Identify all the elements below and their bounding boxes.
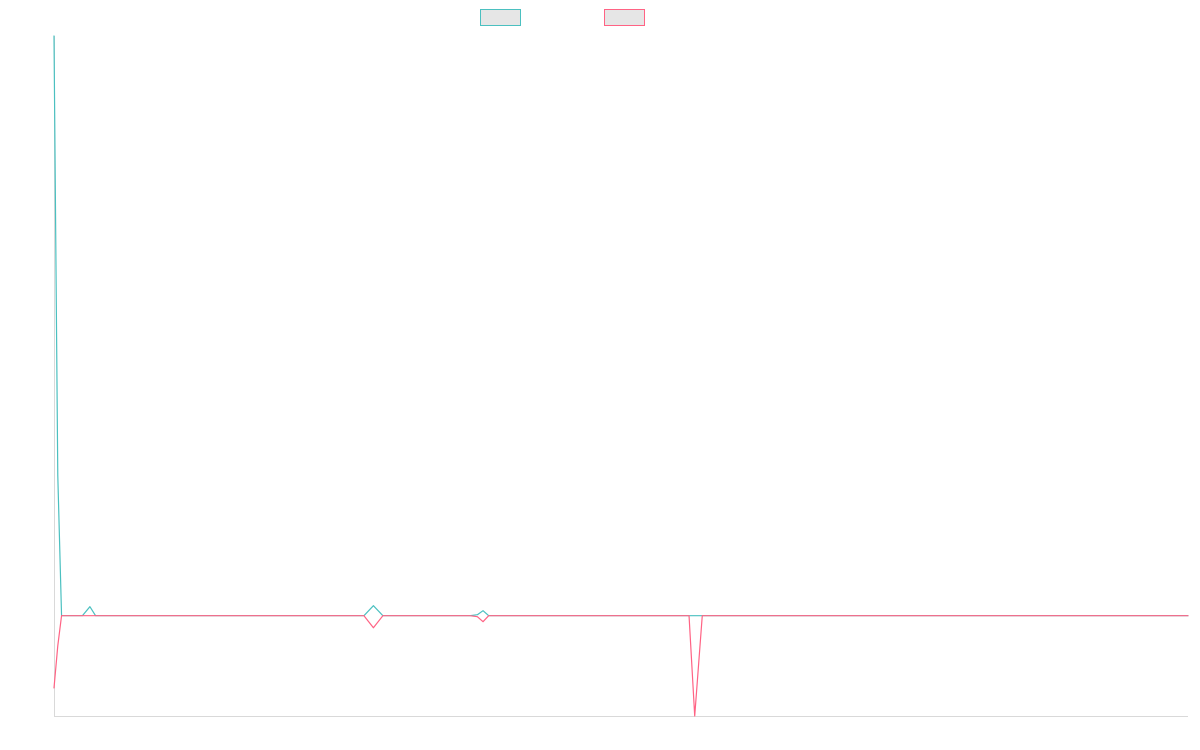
legend-swatch[interactable]	[480, 9, 521, 26]
legend-swatch[interactable]	[604, 9, 645, 26]
axes	[54, 36, 1188, 717]
legend[interactable]	[480, 9, 645, 26]
series-layer	[53, 35, 1189, 717]
series-line-pink	[53, 615, 1189, 717]
series-line-teal	[53, 35, 1189, 617]
